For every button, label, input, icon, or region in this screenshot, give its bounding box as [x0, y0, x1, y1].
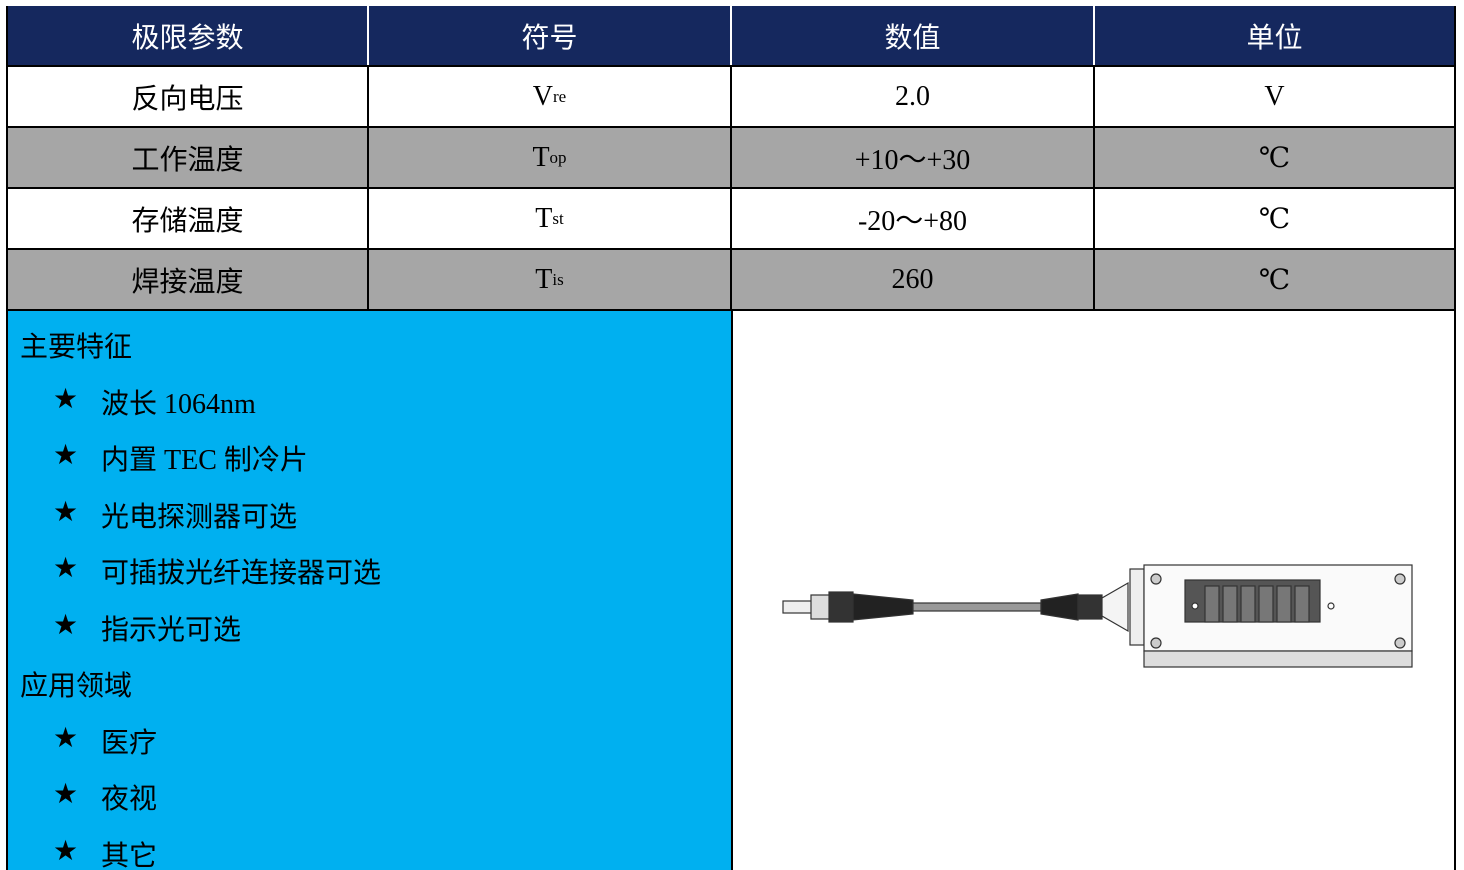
section-title: 应用领域: [20, 671, 133, 702]
unit-cell: ℃: [1258, 142, 1291, 174]
list-item: 夜视: [101, 784, 158, 815]
bullet: ★: [53, 609, 79, 641]
symbol-main: V: [532, 80, 553, 112]
list-item: 可插拔光纤连接器可选: [101, 558, 382, 589]
bullet: ★: [53, 835, 79, 867]
header-cell: 极限参数: [8, 6, 369, 65]
unit-cell: V: [1264, 80, 1285, 112]
unit-cell: ℃: [1258, 203, 1291, 235]
list-item: 指示光可选: [101, 614, 242, 646]
symbol-sub: st: [552, 208, 564, 228]
symbol-sub: op: [549, 147, 567, 167]
bullet: ★: [53, 722, 79, 754]
feature-panel: 主要特征 ★ 波长 1064nm ★ 内置 TEC 制冷片 ★ 光电探测器可选 ★ 可插拔光纤连…: [8, 311, 733, 870]
list-item: 光电探测器可选: [101, 501, 298, 533]
product-image: [782, 564, 1413, 668]
bullet: ★: [53, 779, 79, 810]
section-title: 主要特征: [20, 332, 133, 363]
param-cell: 焊接温度: [8, 250, 369, 309]
header-cell: 数值: [732, 6, 1095, 65]
list-item: 内置 TEC 制冷片: [101, 445, 308, 476]
header-cell: 单位: [1246, 22, 1303, 54]
symbol-main: T: [535, 263, 553, 295]
bullet: ★: [53, 496, 79, 528]
table-header: 极限参数 符号 数值 单位: [8, 6, 1454, 67]
bullet: ★: [53, 440, 79, 471]
symbol-main: T: [535, 202, 553, 234]
symbol-sub: is: [552, 269, 564, 289]
bullet: ★: [53, 553, 79, 584]
value-cell: 260: [732, 250, 1095, 309]
symbol-sub: re: [553, 86, 567, 106]
header-cell: 符号: [369, 6, 732, 65]
list-item: 波长 1064nm: [101, 388, 256, 420]
param-cell: 存储温度: [8, 189, 369, 248]
list-item: 医疗: [101, 727, 158, 759]
param-cell: 工作温度: [8, 128, 369, 187]
value-cell: 2.0: [732, 67, 1095, 126]
list-item: 其它: [101, 840, 158, 870]
value-cell: -20～+80: [732, 189, 1095, 248]
bullet: ★: [53, 383, 79, 415]
value-cell: +10～+30: [732, 128, 1095, 187]
param-cell: 反向电压: [8, 67, 369, 126]
symbol-main: T: [532, 141, 550, 173]
unit-cell: ℃: [1258, 264, 1291, 296]
